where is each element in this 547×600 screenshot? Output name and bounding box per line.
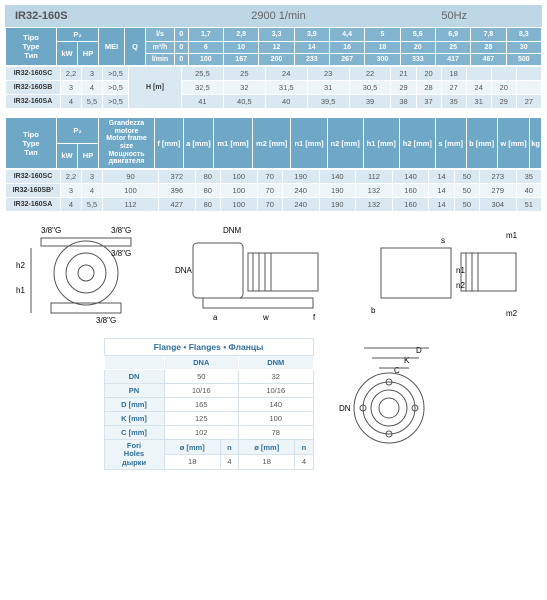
svg-text:h1: h1 bbox=[16, 286, 25, 295]
ls-8: 6,9 bbox=[435, 28, 470, 42]
top-view-svg: m1 m2 n1 n2 s b bbox=[366, 218, 536, 328]
svg-text:DN: DN bbox=[339, 404, 351, 413]
svg-text:n1: n1 bbox=[456, 266, 465, 275]
ls-2: 2,8 bbox=[223, 28, 258, 42]
svg-text:3/8"G: 3/8"G bbox=[96, 316, 116, 325]
svg-text:3/8"G: 3/8"G bbox=[41, 226, 61, 235]
svg-text:s: s bbox=[441, 236, 445, 245]
svg-text:DNA: DNA bbox=[175, 266, 193, 275]
kw-header: kW bbox=[57, 42, 78, 66]
flange-table: Flange • Flanges • Фланцы DNA DNM DN5032… bbox=[104, 338, 314, 470]
ls-6: 5 bbox=[365, 28, 400, 42]
svg-text:D: D bbox=[416, 346, 422, 355]
front-view-diagram: h1 h2 3/8"G 3/8"G 3/8"G 3/8"G bbox=[11, 218, 161, 328]
performance-table: Tipo Type Тип P₂ MEI Q l/s 0 1,7 2,8 3,3… bbox=[5, 27, 542, 66]
dimensions-table: Tipo Type Тип P₂ Grandezza motore Motor … bbox=[5, 117, 542, 169]
svg-text:n2: n2 bbox=[456, 281, 465, 290]
ls-9: 7,8 bbox=[471, 28, 506, 42]
svg-text:m1: m1 bbox=[506, 231, 518, 240]
top-view-diagram: m1 m2 n1 n2 s b bbox=[366, 218, 536, 328]
ls-5: 4,4 bbox=[329, 28, 364, 42]
unit-m3h: m³/h bbox=[146, 42, 175, 54]
front-view-svg: h1 h2 3/8"G 3/8"G 3/8"G 3/8"G bbox=[11, 218, 161, 328]
flange-svg: D K C DN bbox=[334, 338, 444, 458]
flange-diagram: D K C DN bbox=[334, 338, 444, 460]
header-bar: IR32-160S 2900 1/min 50Hz bbox=[5, 5, 542, 27]
svg-text:C: C bbox=[394, 366, 400, 375]
mei-header: MEI bbox=[99, 28, 125, 66]
svg-text:h2: h2 bbox=[16, 261, 25, 270]
unit-lmin: l/min bbox=[146, 54, 175, 66]
svg-text:DNM: DNM bbox=[223, 226, 242, 235]
side-view-svg: DNM DNA a w f bbox=[173, 218, 353, 328]
svg-text:3/8"G: 3/8"G bbox=[111, 249, 131, 258]
hz-label: 50Hz bbox=[366, 10, 542, 22]
flange-section: Flange • Flanges • Фланцы DNA DNM DN5032… bbox=[5, 334, 542, 480]
svg-text:f: f bbox=[313, 313, 316, 322]
ls-4: 3,9 bbox=[294, 28, 329, 42]
ls-10: 8,3 bbox=[506, 28, 541, 42]
ls-7: 5,6 bbox=[400, 28, 435, 42]
svg-text:3/8"G: 3/8"G bbox=[111, 226, 131, 235]
frame-header: Grandezza motore Motor frame size Мощнос… bbox=[99, 118, 155, 169]
model-label: IR32-160S bbox=[5, 10, 191, 22]
ls-1: 1,7 bbox=[188, 28, 223, 42]
unit-ls: l/s bbox=[146, 28, 175, 42]
hp-header: HP bbox=[78, 42, 99, 66]
q-header: Q bbox=[125, 28, 146, 66]
svg-text:m2: m2 bbox=[506, 309, 518, 318]
performance-rows: IR32-160SC2,23>0,5H [m]25,52524232221201… bbox=[5, 66, 542, 109]
svg-text:b: b bbox=[371, 306, 376, 315]
side-view-diagram: DNM DNA a w f bbox=[173, 218, 353, 328]
p2-header: P₂ bbox=[57, 28, 99, 42]
ls-3: 3,3 bbox=[259, 28, 294, 42]
svg-text:a: a bbox=[213, 313, 218, 322]
dimensions-rows: IR32-160SC2,2390372801007019014011214014… bbox=[5, 169, 542, 212]
svg-text:w: w bbox=[262, 313, 269, 322]
type-header: Tipo Type Тип bbox=[6, 28, 57, 66]
ls-0: 0 bbox=[175, 28, 189, 42]
diagram-row: h1 h2 3/8"G 3/8"G 3/8"G 3/8"G DNM DNA a … bbox=[5, 212, 542, 334]
svg-text:K: K bbox=[404, 356, 410, 365]
rpm-label: 2900 1/min bbox=[191, 10, 367, 22]
